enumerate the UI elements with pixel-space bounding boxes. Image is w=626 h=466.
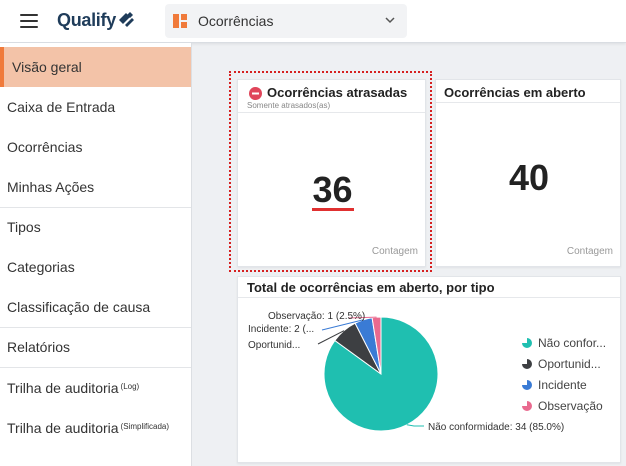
card-footer: Contagem [371, 246, 418, 257]
open-count-value[interactable]: 40 [508, 157, 550, 198]
legend-label: Observação [538, 399, 603, 413]
sidebar-divider [0, 207, 191, 208]
chevron-down-icon [385, 17, 395, 24]
top-bar: Qualify Ocorrências [0, 0, 626, 43]
legend-label: Incidente [538, 378, 587, 392]
sidebar-item-tipos[interactable]: Tipos [0, 207, 191, 247]
card-title: Ocorrências atrasadas [267, 85, 408, 100]
card-subtitle: Somente atrasados(as) [247, 101, 331, 110]
no-entry-icon [249, 87, 262, 100]
app-logo[interactable]: Qualify [57, 10, 116, 30]
sidebar-item-label: Ocorrências [7, 139, 83, 155]
legend-item-incidente[interactable]: Incidente [522, 378, 587, 392]
card-divider [238, 112, 425, 113]
sidebar-item-relatorios[interactable]: Relatórios [0, 327, 191, 367]
sidebar-item-label: Trilha de auditoria [7, 380, 119, 396]
sidebar-item-label: Caixa de Entrada [7, 99, 116, 115]
legend-item-observacao[interactable]: Observação [522, 399, 603, 413]
sidebar-item-categorias[interactable]: Categorias [0, 247, 191, 287]
value-underline [312, 208, 354, 211]
sidebar-item-classificacao-de-causa[interactable]: Classificação de causa [0, 287, 191, 327]
logo-mark-icon [119, 12, 134, 27]
legend-item-oportunidade[interactable]: Oportunid... [522, 357, 601, 371]
legend-label: Não confor... [538, 336, 607, 350]
card-divider [436, 102, 620, 103]
sidebar-divider [0, 367, 191, 368]
sidebar-item-label: Trilha de auditoria [7, 420, 119, 436]
card-divider [238, 297, 620, 298]
card-footer: Contagem [566, 246, 613, 257]
sidebar-item-label: Relatórios [7, 339, 71, 355]
sidebar-item-label: Categorias [7, 259, 75, 275]
card-title: Ocorrências em aberto [444, 85, 586, 100]
sidebar-item-label: Tipos [7, 219, 41, 235]
sidebar-divider [0, 327, 191, 328]
sidebar-item-visao-geral[interactable]: Visão geral [0, 47, 191, 87]
legend-pie-icon [522, 338, 532, 348]
sidebar-item-minhas-acoes[interactable]: Minhas Ações [0, 167, 191, 207]
sidebar-item-suffix: (Simplificada) [120, 422, 170, 431]
late-count-value[interactable]: 36 [312, 169, 353, 210]
sidebar-item-label: Visão geral [12, 59, 82, 75]
card-title: Total de ocorrências em aberto, por tipo [247, 280, 495, 295]
sidebar-item-label: Minhas Ações [7, 179, 95, 195]
sidebar-item-trilha-log[interactable]: Trilha de auditoria (Log) [0, 367, 191, 407]
legend-label: Oportunid... [538, 357, 601, 371]
sidebar-item-label: Classificação de causa [7, 299, 151, 315]
legend-pie-icon [522, 380, 532, 390]
sidebar: Visão geral Caixa de Entrada Ocorrências… [0, 43, 192, 466]
open-occurrences-card[interactable]: Ocorrências em aberto 40 Contagem [435, 79, 621, 267]
sidebar-item-trilha-simplificada[interactable]: Trilha de auditoria (Simplificada) [0, 407, 191, 447]
sidebar-item-caixa-de-entrada[interactable]: Caixa de Entrada [0, 87, 191, 127]
legend-pie-icon [522, 359, 532, 369]
sidebar-item-suffix: (Log) [120, 382, 140, 391]
legend-item-nao-conformidade[interactable]: Não confor... [522, 336, 606, 350]
late-occurrences-card[interactable]: Ocorrências atrasadas Somente atrasados(… [237, 79, 426, 267]
module-grid-icon [173, 14, 187, 28]
sidebar-item-ocorrencias[interactable]: Ocorrências [0, 127, 191, 167]
module-selector[interactable]: Ocorrências [165, 4, 407, 38]
legend-pie-icon [522, 401, 532, 411]
hamburger-menu-icon[interactable] [20, 14, 38, 28]
module-label: Ocorrências [198, 13, 274, 29]
